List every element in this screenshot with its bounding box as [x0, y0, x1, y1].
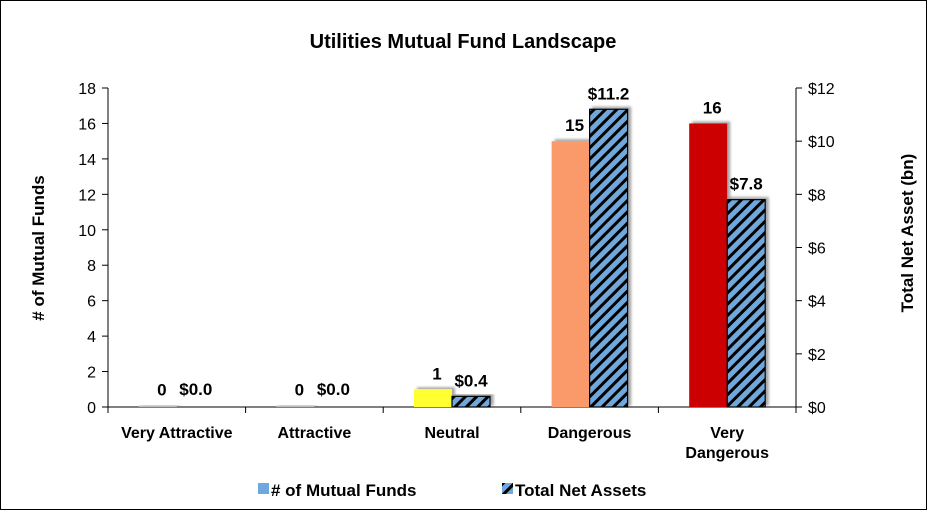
- left-tick-label: 10: [78, 223, 96, 240]
- data-label-group: 0 $0.0 0 $0.0 1 $0.4 15$11.2 16 $7.8: [157, 84, 763, 399]
- right-tick-label: $10: [808, 134, 835, 151]
- left-tick-label: 0: [87, 400, 96, 417]
- bar-total-net-assets: [451, 395, 491, 408]
- bar-mutual-funds: [414, 389, 452, 407]
- data-label-total-net-assets: $11.2: [588, 84, 630, 103]
- category-label-line: Attractive: [277, 425, 351, 442]
- left-tick-label: 2: [87, 365, 96, 382]
- right-tick-label: $2: [808, 347, 826, 364]
- bar-mutual-funds: [689, 123, 728, 407]
- y2-axis-label: Total Net Asset (bn): [898, 154, 917, 313]
- legend: # of Mutual Funds Total Net Assets: [258, 481, 646, 500]
- data-label-total-net-assets: $0.0: [179, 380, 212, 399]
- category-label: Very Attractive: [121, 425, 233, 442]
- left-tick-label: 16: [78, 116, 96, 133]
- bar-mutual-funds: [138, 405, 177, 407]
- data-label-total-net-assets: $0.4: [454, 371, 488, 390]
- legend-label-mutual-funds: # of Mutual Funds: [271, 481, 416, 500]
- category-label-line: Neutral: [424, 425, 479, 442]
- legend-swatch-total-net-assets: [502, 483, 513, 494]
- x-axis: Very Attractive Attractive Neutral Dangerou…: [107, 406, 797, 462]
- data-label-mutual-funds: 1: [432, 364, 441, 383]
- bar-total-net-assets: [726, 199, 766, 408]
- left-tick-label: 6: [87, 294, 96, 311]
- y-axis-label: # of Mutual Funds: [29, 175, 48, 320]
- chart-title: Utilities Mutual Fund Landscape: [310, 31, 617, 53]
- data-label-mutual-funds: 16: [703, 98, 722, 117]
- category-label: Attractive: [277, 425, 351, 442]
- left-tick-label: 4: [87, 329, 96, 346]
- category-label: Neutral: [424, 425, 479, 442]
- data-label-mutual-funds: 15: [565, 116, 584, 135]
- right-tick-label: $4: [808, 294, 826, 311]
- category-label-line: Very: [710, 425, 744, 442]
- right-tick-label: $12: [808, 81, 835, 98]
- right-tick-label: $8: [808, 187, 826, 204]
- data-label-mutual-funds: 0: [157, 381, 166, 400]
- category-label: Very Dangerous: [685, 425, 769, 462]
- bar-group: [138, 108, 766, 408]
- category-label-line: Very Attractive: [121, 425, 233, 442]
- legend-swatch-mutual-funds: [258, 483, 269, 494]
- bar-mutual-funds: [551, 141, 590, 407]
- data-label-mutual-funds: 0: [295, 381, 304, 400]
- right-tick-label: $6: [808, 241, 826, 258]
- data-label-total-net-assets: $7.8: [730, 175, 763, 194]
- data-label-total-net-assets: $0.0: [317, 380, 350, 399]
- left-tick-label: 12: [78, 187, 96, 204]
- left-tick-label: 8: [87, 258, 96, 275]
- category-label-line: Dangerous: [548, 425, 632, 442]
- bar-total-net-assets: [588, 108, 629, 408]
- legend-label-total-net-assets: Total Net Assets: [515, 481, 646, 500]
- bar-mutual-funds: [276, 405, 315, 407]
- left-y-axis: 0 2 4 6 8 10 12 14 16 18: [78, 81, 109, 417]
- right-y-axis: $0 $2 $4 $6 $8 $10 $12: [795, 81, 835, 417]
- left-tick-label: 14: [78, 152, 96, 169]
- right-tick-label: $0: [808, 400, 826, 417]
- category-label-line: Dangerous: [685, 445, 769, 462]
- left-tick-label: 18: [78, 81, 96, 98]
- category-label: Dangerous: [548, 425, 632, 442]
